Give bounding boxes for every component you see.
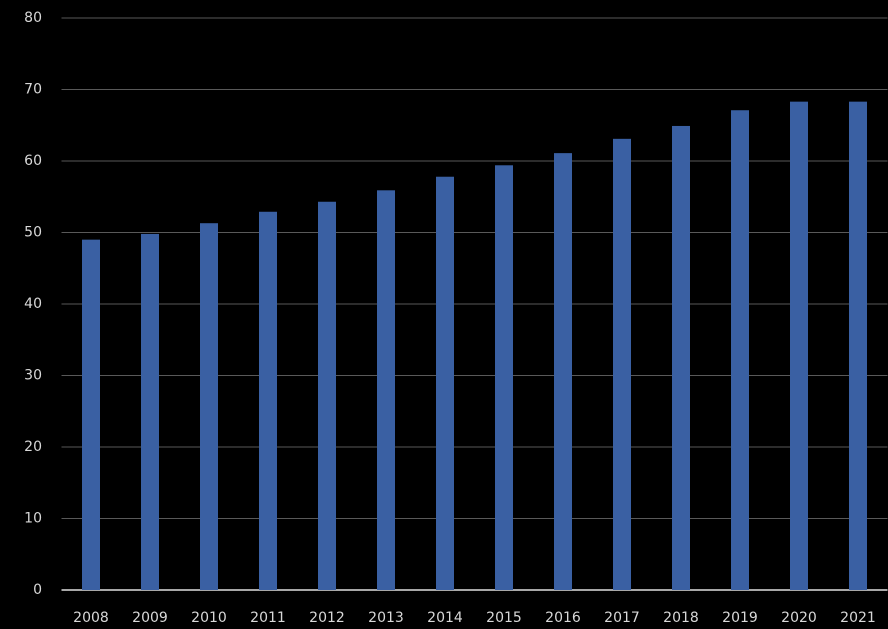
x-tick-label: 2016 xyxy=(545,610,581,626)
x-tick-label: 2014 xyxy=(427,610,463,626)
bar xyxy=(82,239,100,590)
x-tick-label: 2021 xyxy=(840,610,876,626)
x-tick-label: 2018 xyxy=(663,610,699,626)
y-tick-label: 80 xyxy=(24,10,42,26)
x-tick-label: 2013 xyxy=(368,610,404,626)
y-tick-label: 60 xyxy=(24,153,42,169)
bar xyxy=(731,110,749,591)
y-tick-label: 20 xyxy=(24,439,42,455)
y-tick-label: 40 xyxy=(24,296,42,312)
x-tick-label: 2019 xyxy=(722,610,758,626)
bar xyxy=(436,176,454,591)
x-tick-label: 2011 xyxy=(250,610,286,626)
x-tick-label: 2015 xyxy=(486,610,522,626)
bar xyxy=(672,125,690,590)
x-tick-label: 2020 xyxy=(781,610,817,626)
bar xyxy=(554,153,572,590)
x-tick-label: 2008 xyxy=(73,610,109,626)
bar xyxy=(495,165,513,591)
bar xyxy=(790,101,808,590)
y-tick-label: 70 xyxy=(24,82,42,98)
x-tick-label: 2010 xyxy=(191,610,227,626)
y-tick-label: 0 xyxy=(33,582,42,598)
bar xyxy=(141,233,159,590)
bar xyxy=(259,211,277,590)
bar xyxy=(200,223,218,590)
y-tick-label: 30 xyxy=(24,368,42,384)
x-tick-label: 2012 xyxy=(309,610,345,626)
bar xyxy=(849,101,867,590)
bar xyxy=(318,201,336,590)
bar xyxy=(377,190,395,590)
x-tick-label: 2017 xyxy=(604,610,640,626)
y-tick-label: 10 xyxy=(24,511,42,527)
y-tick-label: 50 xyxy=(24,225,42,241)
x-tick-label: 2009 xyxy=(132,610,168,626)
bar xyxy=(613,138,631,590)
